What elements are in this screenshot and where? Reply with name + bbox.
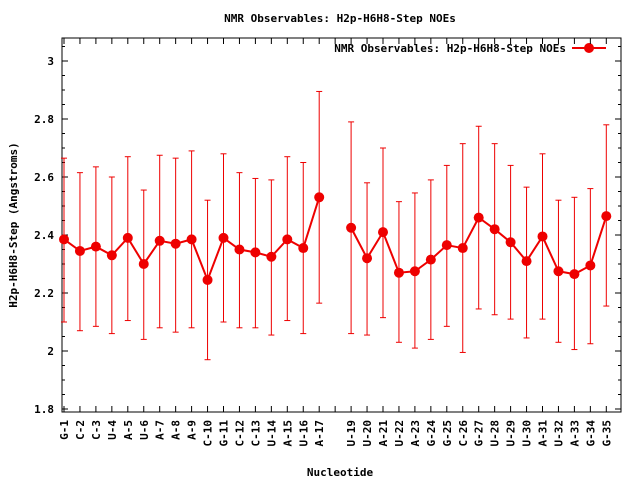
error-bars	[61, 90, 610, 361]
data-point	[154, 235, 165, 246]
x-tick-label: A-5	[122, 420, 135, 440]
x-tick-label: G-24	[425, 420, 438, 447]
x-tick-label: U-28	[489, 420, 502, 447]
x-tick-label: U-32	[552, 420, 565, 447]
x-axis-title: Nucleotide	[307, 466, 374, 479]
data-point	[218, 232, 229, 243]
x-tick-label: A-23	[409, 420, 422, 447]
x-tick-label: U-6	[138, 420, 151, 440]
x-tick-label: C-26	[457, 420, 470, 447]
data-point	[298, 243, 309, 254]
x-tick-label: G-35	[600, 420, 613, 447]
data-point	[106, 250, 117, 261]
data-point	[250, 247, 261, 258]
x-tick-label: U-16	[297, 420, 310, 447]
y-tick-label: 1.8	[34, 403, 54, 416]
data-point	[553, 266, 564, 277]
x-tick-label: G-25	[441, 420, 454, 447]
y-axis-title: H2p-H6H8-Step (Angstroms)	[7, 142, 20, 308]
legend-label: NMR Observables: H2p-H6H8-Step NOEs	[334, 42, 566, 55]
data-point	[186, 234, 197, 245]
x-tick-label: C-3	[90, 420, 103, 440]
data-point	[441, 240, 452, 251]
data-point	[90, 241, 101, 252]
y-tick-label: 3	[47, 55, 54, 68]
legend: NMR Observables: H2p-H6H8-Step NOEs	[334, 42, 606, 55]
x-tick-label: C-12	[233, 420, 246, 447]
data-point	[234, 244, 245, 255]
x-tick-label: A-33	[568, 420, 581, 447]
x-tick-label: G-11	[218, 420, 231, 447]
data-point	[569, 269, 580, 280]
x-tick-label: A-7	[154, 420, 167, 440]
data-point	[473, 212, 484, 223]
data-point	[505, 237, 516, 248]
x-tick-label: U-29	[505, 420, 518, 447]
x-tick-label: A-21	[377, 420, 390, 447]
y-tick-label: 2.4	[34, 229, 54, 242]
data-point	[202, 274, 213, 285]
x-tick-label: U-20	[361, 420, 374, 447]
data-point	[362, 253, 373, 264]
data-point	[170, 238, 181, 249]
x-tick-label: U-22	[393, 420, 406, 447]
x-tick-label: U-14	[265, 420, 278, 447]
data-point	[537, 231, 548, 242]
x-axis: G-1 C-2 C-3 U-4 A-5 U-6 A-7 A-8 A-9 C-10 G-11 C-12 C…	[58, 38, 613, 447]
data-point	[138, 259, 149, 269]
x-tick-label: C-2	[74, 420, 87, 440]
data-point	[393, 267, 404, 278]
y-tick-label: 2.6	[34, 171, 54, 184]
data-point	[409, 266, 420, 277]
y-tick-label: 2.8	[34, 113, 54, 126]
x-tick-label: A-17	[313, 420, 326, 447]
y-tick-label: 2.2	[34, 287, 54, 300]
data-points	[59, 192, 612, 285]
plot-frame	[61, 37, 622, 413]
x-tick-label: U-30	[521, 420, 534, 447]
x-tick-label: C-13	[249, 420, 262, 447]
x-tick-label: G-1	[58, 420, 71, 440]
y-tick-label: 2	[47, 345, 54, 358]
x-tick-label: A-31	[537, 420, 550, 447]
data-point	[266, 251, 277, 262]
x-tick-label: A-8	[170, 420, 183, 440]
x-tick-label: A-9	[186, 420, 199, 440]
legend-marker	[584, 43, 594, 53]
x-tick-label: G-34	[584, 420, 597, 447]
data-point	[425, 254, 436, 265]
data-point	[314, 192, 325, 203]
data-point	[74, 245, 85, 256]
x-tick-label: A-15	[281, 420, 294, 447]
data-point	[601, 211, 612, 222]
data-point	[521, 256, 532, 267]
chart-title: NMR Observables: H2p-H6H8-Step NOEs	[224, 12, 456, 25]
data-point	[489, 224, 500, 235]
x-tick-label: G-27	[473, 420, 486, 447]
data-point	[122, 232, 133, 243]
y-axis: 1.8 2 2.2 2.4 2.6 2.8 3	[34, 46, 621, 416]
x-tick-label: C-10	[202, 420, 215, 447]
data-point	[282, 234, 293, 245]
data-point	[585, 260, 596, 271]
data-point	[457, 243, 468, 254]
data-point	[346, 222, 357, 233]
x-tick-label: U-19	[345, 420, 358, 447]
x-tick-label: U-4	[106, 420, 119, 440]
data-point	[378, 227, 388, 238]
data-point	[59, 234, 69, 245]
